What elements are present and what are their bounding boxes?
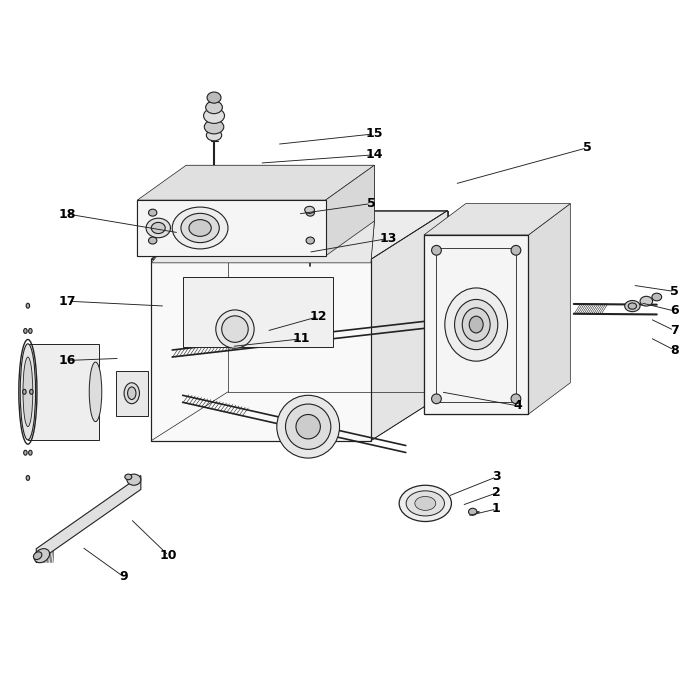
Ellipse shape bbox=[640, 296, 652, 306]
Ellipse shape bbox=[454, 300, 498, 350]
Text: 17: 17 bbox=[59, 295, 76, 308]
Ellipse shape bbox=[206, 101, 223, 113]
Ellipse shape bbox=[206, 130, 222, 141]
Text: 4: 4 bbox=[513, 399, 522, 412]
Text: 15: 15 bbox=[365, 127, 383, 141]
Text: 18: 18 bbox=[59, 207, 76, 220]
Ellipse shape bbox=[511, 394, 521, 404]
Text: 5: 5 bbox=[670, 285, 678, 298]
Text: 5: 5 bbox=[582, 141, 592, 154]
Ellipse shape bbox=[468, 508, 477, 515]
Ellipse shape bbox=[652, 293, 662, 301]
Ellipse shape bbox=[151, 223, 165, 234]
Ellipse shape bbox=[306, 237, 314, 244]
Ellipse shape bbox=[511, 246, 521, 256]
Text: 16: 16 bbox=[59, 354, 76, 367]
Polygon shape bbox=[424, 204, 570, 235]
Ellipse shape bbox=[444, 288, 508, 361]
Ellipse shape bbox=[462, 308, 490, 342]
Ellipse shape bbox=[432, 246, 441, 256]
Text: 3: 3 bbox=[492, 470, 500, 484]
Ellipse shape bbox=[296, 414, 321, 439]
Text: 11: 11 bbox=[293, 332, 310, 345]
Text: 13: 13 bbox=[379, 232, 397, 245]
Text: 9: 9 bbox=[119, 570, 127, 583]
Text: 10: 10 bbox=[160, 550, 178, 562]
Polygon shape bbox=[137, 200, 326, 256]
Ellipse shape bbox=[23, 357, 33, 426]
Polygon shape bbox=[151, 260, 371, 440]
Polygon shape bbox=[28, 344, 99, 440]
Text: 8: 8 bbox=[670, 344, 678, 356]
Polygon shape bbox=[116, 371, 148, 416]
Ellipse shape bbox=[172, 207, 228, 249]
Ellipse shape bbox=[127, 474, 141, 485]
Ellipse shape bbox=[148, 237, 157, 244]
Ellipse shape bbox=[148, 209, 157, 216]
Polygon shape bbox=[228, 211, 447, 392]
Polygon shape bbox=[371, 211, 447, 440]
Text: 1: 1 bbox=[492, 503, 500, 515]
Ellipse shape bbox=[181, 214, 219, 243]
Ellipse shape bbox=[399, 485, 452, 522]
Text: 6: 6 bbox=[670, 304, 678, 318]
Polygon shape bbox=[424, 235, 528, 414]
Ellipse shape bbox=[222, 316, 248, 342]
Ellipse shape bbox=[29, 328, 32, 333]
Text: 5: 5 bbox=[367, 197, 375, 210]
Ellipse shape bbox=[304, 206, 314, 214]
Ellipse shape bbox=[146, 218, 171, 238]
Ellipse shape bbox=[216, 310, 254, 349]
Ellipse shape bbox=[286, 404, 331, 449]
Text: 7: 7 bbox=[670, 324, 678, 337]
Polygon shape bbox=[528, 204, 570, 414]
Polygon shape bbox=[183, 276, 332, 346]
Ellipse shape bbox=[29, 389, 33, 394]
Ellipse shape bbox=[204, 120, 224, 134]
Ellipse shape bbox=[125, 474, 132, 480]
Ellipse shape bbox=[469, 316, 483, 333]
Ellipse shape bbox=[124, 383, 139, 404]
Ellipse shape bbox=[34, 552, 42, 559]
Ellipse shape bbox=[189, 220, 211, 237]
Polygon shape bbox=[326, 165, 374, 256]
Ellipse shape bbox=[24, 450, 27, 455]
Ellipse shape bbox=[29, 450, 32, 455]
Ellipse shape bbox=[26, 303, 29, 308]
Ellipse shape bbox=[306, 209, 314, 216]
Ellipse shape bbox=[22, 389, 26, 394]
Ellipse shape bbox=[406, 491, 445, 516]
Ellipse shape bbox=[207, 92, 221, 103]
Polygon shape bbox=[151, 221, 374, 262]
Ellipse shape bbox=[20, 344, 36, 440]
Ellipse shape bbox=[415, 496, 436, 510]
Ellipse shape bbox=[24, 328, 27, 333]
Text: 12: 12 bbox=[310, 310, 328, 323]
Ellipse shape bbox=[89, 362, 102, 421]
Ellipse shape bbox=[276, 395, 340, 458]
Polygon shape bbox=[137, 165, 374, 200]
Ellipse shape bbox=[628, 303, 636, 309]
Ellipse shape bbox=[26, 475, 29, 480]
Polygon shape bbox=[36, 475, 141, 563]
Ellipse shape bbox=[34, 549, 50, 563]
Ellipse shape bbox=[432, 394, 441, 404]
Ellipse shape bbox=[624, 300, 640, 312]
Ellipse shape bbox=[127, 387, 136, 400]
Polygon shape bbox=[151, 211, 447, 260]
Polygon shape bbox=[186, 165, 374, 221]
Text: 2: 2 bbox=[492, 486, 500, 499]
Text: 14: 14 bbox=[365, 148, 383, 161]
Ellipse shape bbox=[204, 108, 225, 123]
